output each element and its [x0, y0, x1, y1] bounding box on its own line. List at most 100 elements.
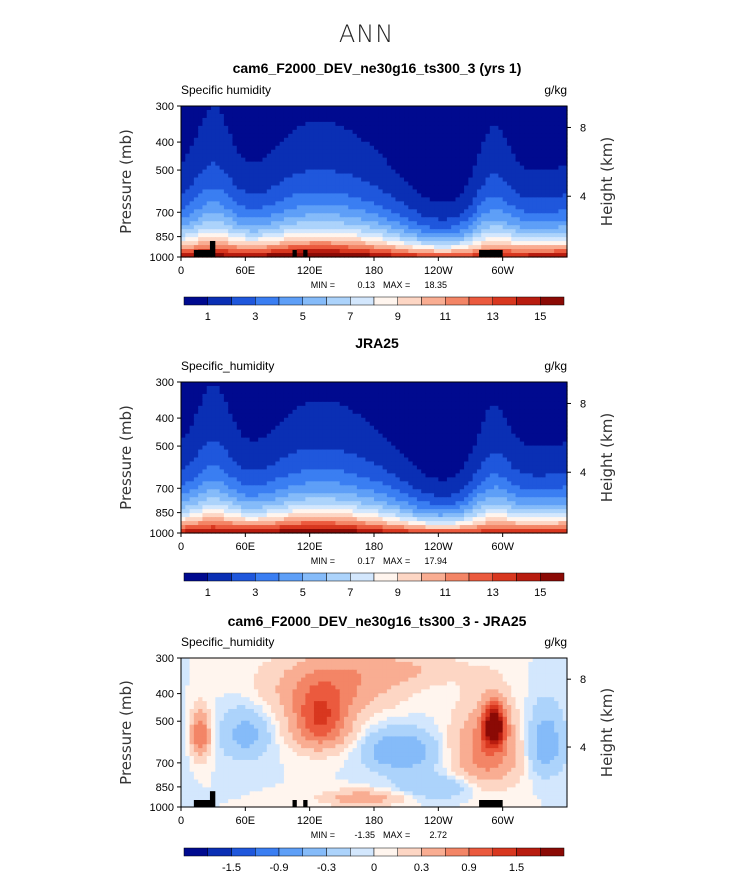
heat-cell — [438, 417, 444, 423]
heat-cell — [245, 205, 251, 210]
heat-cell — [365, 445, 371, 451]
heat-cell — [404, 225, 409, 230]
heat-cell — [395, 229, 401, 234]
heat-cell — [545, 113, 551, 119]
heat-cell — [369, 165, 375, 171]
heat-cell — [211, 421, 216, 427]
heat-cell — [442, 106, 448, 111]
heat-cell — [541, 185, 547, 191]
heat-cell — [511, 197, 517, 202]
heat-cell — [395, 409, 401, 415]
heat-cell — [442, 213, 448, 218]
heat-cell — [318, 213, 324, 218]
heat-cell — [412, 153, 418, 159]
heat-cell — [481, 225, 487, 230]
heat-cell — [262, 429, 268, 435]
heat-cell — [442, 133, 448, 139]
heat-cell — [331, 405, 336, 411]
heat-cell — [262, 197, 268, 202]
heat-cell — [292, 197, 298, 202]
heat-cell — [202, 205, 208, 210]
heat-cell — [506, 113, 512, 119]
heat-cell — [253, 197, 259, 202]
heat-cell — [356, 241, 362, 246]
heat-cell — [258, 382, 264, 387]
heat-cell — [455, 225, 461, 230]
heat-cell — [339, 153, 345, 159]
heat-cell — [356, 117, 362, 123]
heat-cell — [382, 157, 388, 163]
heat-cell — [228, 397, 234, 403]
heat-cell — [283, 145, 289, 151]
heat-cell — [545, 249, 551, 254]
heat-cell — [266, 237, 272, 242]
heat-cell — [241, 193, 246, 198]
heat-cell — [335, 145, 341, 151]
heat-cell — [511, 229, 517, 234]
heat-cell — [421, 129, 427, 135]
heat-cell — [545, 233, 551, 238]
heat-cell — [236, 189, 242, 195]
heat-cell — [536, 137, 542, 143]
heat-cell — [519, 421, 525, 427]
heat-cell — [185, 437, 191, 443]
heat-cell — [211, 189, 216, 195]
heat-cell — [198, 405, 204, 411]
heat-cell — [369, 113, 375, 119]
heat-cell — [326, 153, 332, 159]
heat-cell — [236, 445, 242, 451]
heat-cell — [399, 417, 405, 423]
heat-cell — [361, 413, 367, 419]
heat-cell — [296, 141, 302, 147]
heat-cell — [262, 161, 268, 167]
heat-cell — [545, 117, 551, 123]
heat-cell — [361, 213, 367, 218]
heat-cell — [412, 385, 418, 391]
heat-cell — [275, 425, 281, 431]
heat-cell — [386, 253, 392, 258]
heat-cell — [489, 433, 495, 439]
heat-cell — [288, 106, 294, 111]
heat-cell — [549, 145, 555, 151]
heat-cell — [189, 113, 195, 119]
heat-cell — [331, 185, 336, 191]
heat-cell — [485, 393, 491, 399]
heat-cell — [352, 389, 358, 395]
heat-cell — [356, 425, 362, 431]
heat-cell — [356, 237, 362, 242]
heat-cell — [343, 177, 349, 183]
heat-cell — [241, 141, 246, 147]
heat-cell — [296, 437, 302, 443]
heat-cell — [515, 382, 521, 387]
heat-cell — [253, 149, 259, 155]
heat-cell — [288, 149, 294, 155]
heat-cell — [459, 121, 465, 127]
heat-cell — [399, 193, 405, 198]
heat-cell — [421, 241, 427, 246]
heat-cell — [206, 421, 212, 427]
heat-cell — [511, 441, 517, 447]
heat-cell — [283, 213, 289, 218]
heat-cell — [181, 433, 186, 439]
heat-cell — [421, 393, 427, 399]
heat-cell — [472, 225, 478, 230]
heat-cell — [502, 153, 508, 159]
heat-cell — [506, 129, 512, 135]
heat-cell — [369, 161, 375, 167]
heat-cell — [262, 385, 268, 391]
heat-cell — [223, 437, 229, 443]
heat-cell — [489, 137, 495, 143]
heat-cell — [232, 425, 238, 431]
heat-cell — [249, 249, 255, 254]
heat-cell — [489, 417, 495, 423]
heat-cell — [253, 161, 259, 167]
heat-cell — [425, 409, 431, 415]
heat-cell — [202, 106, 208, 111]
heat-cell — [348, 213, 354, 218]
heat-cell — [343, 241, 349, 246]
heat-cell — [275, 237, 281, 242]
heat-cell — [378, 405, 384, 411]
heat-cell — [549, 197, 555, 202]
heat-cell — [305, 129, 311, 135]
